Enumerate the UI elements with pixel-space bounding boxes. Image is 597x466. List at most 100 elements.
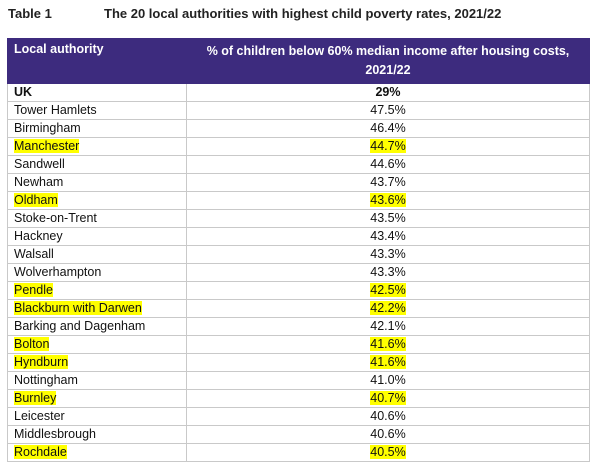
table-cell: 47.5% <box>186 101 590 120</box>
table-row: Tower Hamlets 47.5% <box>7 101 590 120</box>
table-row: Burnley 40.7% <box>7 389 590 408</box>
table-body: UK 29% Tower Hamlets 47.5% Birmingham 46.4% Ma… <box>7 83 590 462</box>
poverty-rate: 41.6% <box>370 337 406 351</box>
table-cell: Hackney <box>7 227 187 246</box>
poverty-rate: 46.4% <box>370 121 406 135</box>
table-cell: 43.7% <box>186 173 590 192</box>
poverty-rate: 44.7% <box>370 139 406 153</box>
table-cell: Tower Hamlets <box>7 101 187 120</box>
poverty-rate: 40.6% <box>370 409 406 423</box>
table-cell: 42.2% <box>186 299 590 318</box>
table-cell: Manchester <box>7 137 187 156</box>
table-row: Hackney 43.4% <box>7 227 590 246</box>
table-cell: Barking and Dagenham <box>7 317 187 336</box>
table-cell: 42.1% <box>186 317 590 336</box>
poverty-rate: 41.6% <box>370 355 406 369</box>
authority-name: Pendle <box>14 283 53 297</box>
poverty-rate: 40.6% <box>370 427 406 441</box>
table-cell: Nottingham <box>7 371 187 390</box>
poverty-rate: 40.7% <box>370 391 406 405</box>
authority-name: Leicester <box>14 409 65 423</box>
table-cell: 40.6% <box>186 425 590 444</box>
table-cell: 40.5% <box>186 443 590 462</box>
table-row: Middlesbrough 40.6% <box>7 425 590 444</box>
table-cell: Hyndburn <box>7 353 187 372</box>
authority-name: Blackburn with Darwen <box>14 301 142 315</box>
poverty-rate: 47.5% <box>370 103 406 117</box>
table-cell: Sandwell <box>7 155 187 174</box>
table-cell: 41.0% <box>186 371 590 390</box>
table-cell: 44.6% <box>186 155 590 174</box>
table-row: Nottingham 41.0% <box>7 371 590 390</box>
table-row: Bolton 41.6% <box>7 335 590 354</box>
table-cell: 29% <box>186 83 590 102</box>
poverty-rate: 42.5% <box>370 283 406 297</box>
table-row: Pendle 42.5% <box>7 281 590 300</box>
poverty-rate: 43.3% <box>370 265 406 279</box>
authority-name: Newham <box>14 175 64 189</box>
authority-name: Walsall <box>14 247 54 261</box>
authority-name: Sandwell <box>14 157 65 171</box>
table-cell: 43.6% <box>186 191 590 210</box>
table-cell: Leicester <box>7 407 187 426</box>
poverty-rate: 44.6% <box>370 157 406 171</box>
table-cell: 44.7% <box>186 137 590 156</box>
table-cell: Stoke-on-Trent <box>7 209 187 228</box>
authority-name: Oldham <box>14 193 58 207</box>
authority-name: Rochdale <box>14 445 67 459</box>
table-cell: Newham <box>7 173 187 192</box>
table-cell: 43.3% <box>186 263 590 282</box>
authority-name: Wolverhampton <box>14 265 102 279</box>
table-row: Rochdale 40.5% <box>7 443 590 462</box>
table-cell: Oldham <box>7 191 187 210</box>
poverty-rate: 42.2% <box>370 301 406 315</box>
table-row: Sandwell 44.6% <box>7 155 590 174</box>
poverty-rate: 42.1% <box>370 319 406 333</box>
table-head: Local authority % of children below 60% … <box>7 38 590 84</box>
authority-name: Hyndburn <box>14 355 69 369</box>
table-row: Leicester 40.6% <box>7 407 590 426</box>
authority-name: Stoke-on-Trent <box>14 211 97 225</box>
table-label: Table 1 <box>8 6 52 21</box>
table-row: Manchester 44.7% <box>7 137 590 156</box>
table-cell: 46.4% <box>186 119 590 138</box>
table-cell: Blackburn with Darwen <box>7 299 187 318</box>
authority-name: Nottingham <box>14 373 78 387</box>
column-header: Local authority <box>7 38 187 84</box>
authority-name: Tower Hamlets <box>14 103 97 117</box>
table-row: UK 29% <box>7 83 590 102</box>
table-row: Walsall 43.3% <box>7 245 590 264</box>
poverty-rate: 41.0% <box>370 373 406 387</box>
table-cell: UK <box>7 83 187 102</box>
header-row: Local authority % of children below 60% … <box>7 38 590 84</box>
poverty-rate: 43.5% <box>370 211 406 225</box>
table-cell: Burnley <box>7 389 187 408</box>
authority-name: UK <box>14 85 33 99</box>
authority-name: Burnley <box>14 391 57 405</box>
table-cell: 40.6% <box>186 407 590 426</box>
poverty-rate: 40.5% <box>370 445 406 459</box>
table-cell: Birmingham <box>7 119 187 138</box>
table-cell: Rochdale <box>7 443 187 462</box>
table-cell: Wolverhampton <box>7 263 187 282</box>
table-row: Hyndburn 41.6% <box>7 353 590 372</box>
poverty-rate: 43.7% <box>370 175 406 189</box>
table-cell: Pendle <box>7 281 187 300</box>
table-cell: Walsall <box>7 245 187 264</box>
table-cell: Middlesbrough <box>7 425 187 444</box>
table-cell: 43.3% <box>186 245 590 264</box>
table-cell: 41.6% <box>186 335 590 354</box>
table-cell: Bolton <box>7 335 187 354</box>
table-row: Oldham 43.6% <box>7 191 590 210</box>
authority-name: Birmingham <box>14 121 81 135</box>
table-row: Wolverhampton 43.3% <box>7 263 590 282</box>
table-cell: 43.5% <box>186 209 590 228</box>
table-row: Barking and Dagenham 42.1% <box>7 317 590 336</box>
table-cell: 40.7% <box>186 389 590 408</box>
authority-name: Middlesbrough <box>14 427 96 441</box>
authority-name: Hackney <box>14 229 63 243</box>
table-cell: 41.6% <box>186 353 590 372</box>
authority-name: Manchester <box>14 139 80 153</box>
authority-name: Bolton <box>14 337 50 351</box>
